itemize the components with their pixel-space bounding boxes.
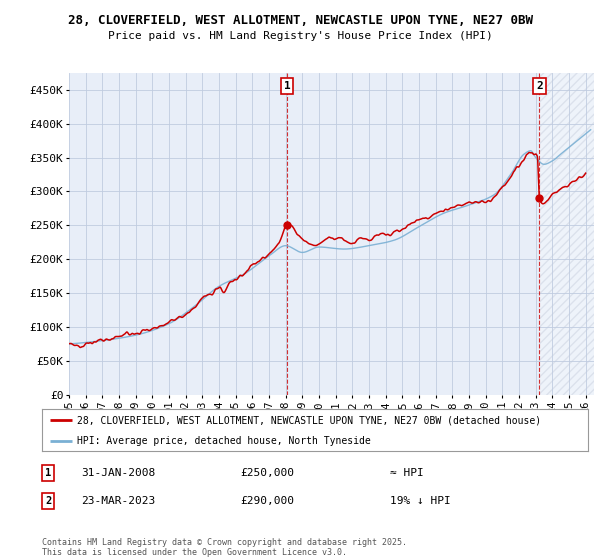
Text: 19% ↓ HPI: 19% ↓ HPI [390, 496, 451, 506]
Text: Price paid vs. HM Land Registry's House Price Index (HPI): Price paid vs. HM Land Registry's House … [107, 31, 493, 41]
Text: 28, CLOVERFIELD, WEST ALLOTMENT, NEWCASTLE UPON TYNE, NE27 0BW: 28, CLOVERFIELD, WEST ALLOTMENT, NEWCAST… [67, 14, 533, 27]
Text: 31-JAN-2008: 31-JAN-2008 [81, 468, 155, 478]
Bar [539, 73, 594, 395]
Text: 2: 2 [45, 496, 51, 506]
Text: 1: 1 [45, 468, 51, 478]
Text: ≈ HPI: ≈ HPI [390, 468, 424, 478]
Text: 1: 1 [284, 81, 290, 91]
Text: 2: 2 [536, 81, 543, 91]
Text: Contains HM Land Registry data © Crown copyright and database right 2025.
This d: Contains HM Land Registry data © Crown c… [42, 538, 407, 557]
Text: 23-MAR-2023: 23-MAR-2023 [81, 496, 155, 506]
Text: HPI: Average price, detached house, North Tyneside: HPI: Average price, detached house, Nort… [77, 436, 371, 446]
Text: 28, CLOVERFIELD, WEST ALLOTMENT, NEWCASTLE UPON TYNE, NE27 0BW (detached house): 28, CLOVERFIELD, WEST ALLOTMENT, NEWCAST… [77, 415, 542, 425]
Text: £250,000: £250,000 [240, 468, 294, 478]
Text: £290,000: £290,000 [240, 496, 294, 506]
